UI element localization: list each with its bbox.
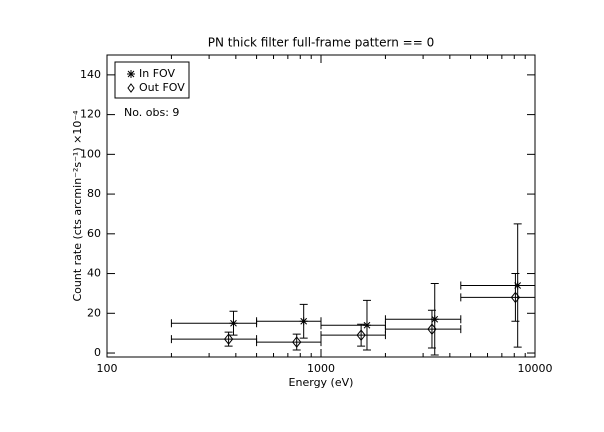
y-tick-label: 20 xyxy=(87,306,101,319)
chart-title: PN thick filter full-frame pattern == 0 xyxy=(208,36,434,50)
asterisk-marker xyxy=(430,315,439,324)
legend-label: Out FOV xyxy=(139,81,185,94)
x-error-bar xyxy=(384,325,462,334)
y-tick-label: 140 xyxy=(80,68,101,81)
y-tick-label: 0 xyxy=(94,346,101,359)
y-tick-label: 120 xyxy=(80,108,101,121)
x-tick-label: 100 xyxy=(97,362,118,375)
x-tick-label: 1000 xyxy=(307,362,335,375)
diamond-marker xyxy=(356,329,366,341)
diamond-marker xyxy=(292,336,302,348)
asterisk-marker xyxy=(229,319,238,328)
legend-label: In FOV xyxy=(139,67,176,80)
y-error-bar xyxy=(511,273,520,322)
x-error-bar xyxy=(384,315,462,324)
x-axis-label: Energy (eV) xyxy=(289,376,354,389)
diamond-marker xyxy=(223,333,234,345)
y-tick-label: 80 xyxy=(87,187,101,200)
y-error-bar xyxy=(357,323,366,347)
legend-marker xyxy=(127,83,135,93)
x-error-bar xyxy=(460,293,536,302)
y-axis-label: Count rate (cts arcmin⁻²s⁻¹) ×10⁻⁴ xyxy=(71,110,84,302)
x-tick-label: 10000 xyxy=(518,362,553,375)
y-error-bar xyxy=(427,309,436,349)
diamond-marker xyxy=(510,291,521,304)
asterisk-marker xyxy=(513,281,522,290)
legend-marker xyxy=(127,70,135,78)
asterisk-marker xyxy=(362,321,371,330)
diamond-marker xyxy=(427,323,437,335)
x-error-bar xyxy=(256,338,322,347)
x-error-bar xyxy=(460,281,536,290)
annotation: No. obs: 9 xyxy=(124,106,179,119)
y-tick-label: 40 xyxy=(87,267,101,280)
asterisk-marker xyxy=(299,317,308,326)
y-tick-label: 60 xyxy=(87,227,101,240)
y-tick-label: 100 xyxy=(80,147,101,160)
legend-box xyxy=(114,61,190,99)
